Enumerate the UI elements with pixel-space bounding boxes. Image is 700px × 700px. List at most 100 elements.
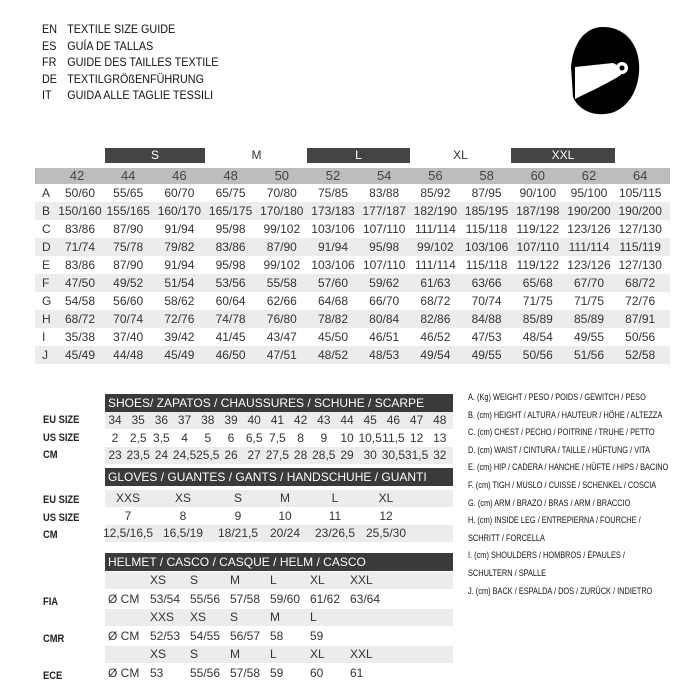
table-cell: XS [174, 491, 191, 505]
helmet-value: 58 [270, 629, 284, 643]
table-cell: 44/48 [113, 348, 144, 362]
table-cell: 54/58 [64, 294, 96, 308]
title-text: TEXTILGRÖßENFÜHRUNG [67, 71, 205, 86]
table-cell: 12 [379, 508, 393, 523]
table-cell: XL [378, 491, 394, 505]
table-cell: 50/60 [64, 186, 96, 200]
table-cell: 41 [270, 413, 285, 427]
helmet-size: XS [150, 647, 167, 661]
table-cell: 83/86 [64, 258, 96, 272]
table-cell: 91/94 [164, 222, 195, 236]
table-cell: L [331, 491, 339, 505]
table-cell: 34 [108, 413, 122, 427]
table-cell: 75/78 [113, 240, 144, 254]
table-cell: 55/58 [266, 276, 297, 290]
table-cell: 23,5 [126, 448, 150, 462]
table-cell: 47/50 [64, 276, 96, 290]
table-cell: 76/80 [266, 312, 297, 326]
legend-item: J. (cm) BACK / ESPALDA / DOS / ZURÜCK / … [468, 585, 653, 596]
helmet-size: S [190, 573, 199, 587]
table-cell: 35/38 [64, 330, 96, 344]
table-cell: 3,5 [153, 430, 170, 445]
helmet-size: L [270, 647, 277, 661]
table-cell: 185/195 [464, 204, 509, 218]
helmet-value: 60 [310, 666, 324, 680]
table-cell: 107/110 [516, 240, 560, 254]
table-cell: 38 [201, 413, 215, 427]
title-line: DE TEXTILGRÖßENFÜHRUNG [42, 72, 204, 86]
helmet-value: 56/57 [230, 629, 261, 643]
column-header: 62 [581, 168, 597, 183]
table-cell: 65/75 [215, 186, 246, 200]
table-cell: 190/200 [567, 204, 611, 218]
table-cell: 50/56 [625, 330, 656, 344]
standard-label: CMR [43, 633, 65, 645]
table-cell: 45/50 [317, 330, 349, 344]
row-label: E [42, 258, 51, 272]
table-cell: XXS [115, 491, 140, 505]
table-cell: 47 [409, 413, 424, 427]
helmet-value: 53 [150, 666, 164, 680]
table-cell: 49/54 [420, 348, 451, 362]
helmet-value: 57/58 [230, 666, 261, 680]
table-cell: 72/76 [164, 312, 195, 326]
table-cell: 12,5/16,5 [102, 526, 154, 540]
table-cell: 79/82 [164, 240, 195, 254]
table-cell: 99/102 [263, 222, 301, 236]
table-cell: 111/114 [415, 222, 456, 236]
table-cell: 26 [224, 448, 238, 462]
helmet-size: S [190, 647, 199, 661]
table-cell: 115/119 [619, 240, 661, 254]
table-cell: 70/80 [266, 186, 297, 200]
table-cell: 82/86 [420, 312, 451, 326]
helmet-size: XXL [350, 573, 373, 587]
table-cell: 95/100 [570, 186, 608, 200]
title-text: TEXTILE SIZE GUIDE [67, 22, 176, 36]
helmet-size: L [270, 573, 277, 587]
table-cell: 119/122 [516, 222, 560, 236]
table-cell: 36 [154, 413, 169, 427]
language-code: ES [42, 38, 57, 53]
table-cell: 50/56 [522, 348, 553, 362]
row-label: A [42, 186, 51, 200]
unit-label: Ø CM [108, 666, 140, 680]
legend-item: D. (cm) WAIST / CINTURA / TAILLE / HÜFTU… [468, 444, 651, 455]
table-cell: 59/62 [369, 276, 400, 290]
column-header: 60 [530, 168, 546, 183]
table-cell: 23 [108, 448, 122, 462]
helmet-size: M [230, 573, 240, 587]
table-cell: 190/200 [618, 204, 662, 218]
legend-item: H. (cm) INSIDE LEG / ENTREPIERNA / FOURC… [468, 515, 641, 526]
table-cell: 119/122 [516, 258, 560, 272]
legend-item: F. (cm) TIGH / MUSLO / CUISSE / SCHENKEL… [468, 480, 657, 490]
table-cell: 51/56 [573, 348, 605, 362]
table-cell: 90/100 [519, 186, 557, 200]
helmet-header: HELMET / CASCO / CASQUE / HELM / CASCO [105, 553, 453, 571]
column-header: 50 [274, 168, 290, 183]
column-header-row [35, 168, 670, 184]
helmet-value: 61 [350, 666, 364, 680]
table-cell: 47/53 [471, 330, 502, 344]
table-cell: 95/98 [215, 258, 246, 272]
table-cell: 74/78 [215, 312, 246, 326]
language-code: IT [42, 88, 52, 102]
table-cell: 7,5 [269, 430, 286, 445]
table-cell: 24,5 [172, 448, 197, 462]
helmet-size: XXS [150, 610, 175, 624]
standard-label: FIA [43, 596, 59, 608]
helmet-size: XL [310, 573, 325, 587]
row-label: EU SIZE [43, 494, 80, 506]
table-cell: 87/95 [471, 186, 502, 200]
table-cell: 43 [317, 413, 331, 427]
table-cell: 4 [181, 430, 188, 445]
table-cell: 71/74 [64, 240, 96, 254]
legend-item: SCHULTERN / SPALLE [468, 568, 547, 578]
table-cell: 111/114 [415, 258, 456, 272]
row-stripe [105, 447, 453, 464]
table-cell: 99/102 [263, 258, 301, 272]
table-cell: 95/98 [369, 240, 400, 254]
table-cell: 60/64 [215, 294, 246, 308]
gloves-header: GLOVES / GUANTES / GANTS / HANDSCHUHE / … [105, 468, 453, 486]
table-cell: 123/126 [567, 258, 611, 272]
table-cell: 68/72 [420, 294, 451, 308]
